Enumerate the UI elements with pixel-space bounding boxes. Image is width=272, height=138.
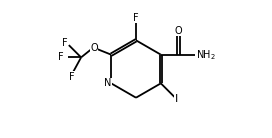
Text: N: N — [104, 78, 111, 88]
Text: F: F — [62, 38, 68, 48]
Text: F: F — [133, 13, 139, 23]
Text: O: O — [90, 43, 98, 53]
Text: O: O — [175, 26, 183, 36]
Text: F: F — [69, 71, 74, 82]
Text: NH$_2$: NH$_2$ — [196, 48, 216, 62]
Text: F: F — [58, 52, 64, 62]
Text: I: I — [175, 94, 178, 104]
